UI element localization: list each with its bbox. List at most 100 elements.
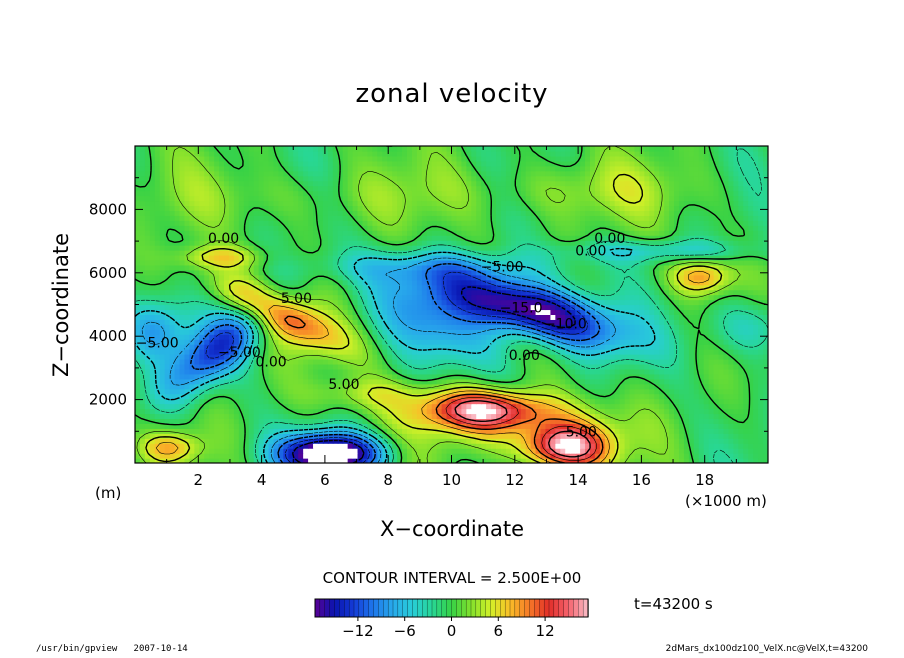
field-cell	[357, 373, 364, 380]
field-cell	[283, 309, 289, 315]
field-cell	[738, 458, 744, 463]
field-cell	[313, 423, 319, 429]
field-cell	[575, 398, 581, 405]
field-cell	[253, 373, 260, 380]
field-cell	[322, 388, 329, 395]
field-cell	[604, 269, 611, 276]
field-cell	[683, 279, 690, 286]
field-cell	[233, 413, 240, 420]
field-cell	[758, 349, 764, 355]
field-cell	[258, 344, 265, 350]
field-cell	[347, 363, 354, 370]
field-cell	[135, 324, 141, 330]
field-cell	[654, 433, 660, 439]
field-cell	[139, 294, 146, 301]
field-cell	[693, 423, 700, 429]
field-cell	[273, 443, 280, 449]
field-cell	[634, 413, 641, 420]
field-cell	[184, 354, 190, 360]
field-cell	[456, 339, 462, 345]
field-cell	[456, 319, 462, 325]
field-cell	[214, 363, 220, 370]
field-cell	[461, 304, 467, 311]
field-cell	[184, 334, 190, 340]
field-cell	[342, 334, 349, 340]
field-cell	[139, 423, 146, 429]
field-cell	[416, 309, 423, 315]
field-cell	[515, 319, 522, 325]
field-cell	[678, 408, 685, 415]
field-cell	[199, 408, 205, 415]
field-cell	[214, 403, 220, 410]
field-cell	[560, 304, 566, 311]
field-cell	[560, 329, 566, 335]
field-cell	[555, 408, 561, 415]
field-cell	[397, 279, 403, 286]
field-cell	[144, 309, 151, 315]
field-cell	[243, 438, 250, 444]
field-cell	[535, 378, 542, 385]
field-cell	[426, 398, 433, 405]
field-cell	[481, 309, 487, 315]
field-cell	[614, 334, 621, 340]
field-cell	[703, 388, 710, 395]
field-cell	[243, 458, 250, 463]
field-cell	[332, 274, 339, 281]
field-cell	[387, 289, 393, 296]
field-cell	[624, 284, 631, 291]
field-cell	[268, 324, 275, 330]
field-cell	[649, 349, 655, 355]
field-cell	[510, 393, 517, 400]
field-cell	[248, 289, 255, 296]
field-cell	[634, 344, 641, 350]
field-cell	[169, 438, 176, 444]
field-cell	[678, 319, 685, 325]
field-cell	[382, 438, 388, 444]
field-cell	[224, 284, 230, 291]
field-cell	[397, 393, 403, 400]
field-cell	[303, 349, 309, 355]
field-cell	[253, 448, 260, 454]
field-cell	[238, 304, 245, 311]
field-cell	[411, 358, 418, 365]
field-cell	[446, 413, 453, 420]
field-cell	[728, 339, 734, 345]
field-cell	[387, 309, 393, 315]
field-cell	[664, 383, 670, 390]
field-cell	[421, 314, 428, 320]
field-cell	[436, 324, 443, 330]
field-cell	[505, 443, 512, 449]
field-cell	[283, 378, 289, 385]
field-cell	[278, 423, 284, 429]
field-cell	[758, 334, 764, 340]
field-cell	[525, 289, 532, 296]
field-cell	[639, 393, 645, 400]
field-cell	[144, 453, 151, 459]
field-cell	[649, 388, 655, 395]
field-cell	[693, 319, 700, 325]
field-cell	[298, 358, 304, 365]
field-cell	[530, 443, 537, 449]
field-cell	[362, 453, 369, 459]
field-cell	[629, 388, 636, 395]
field-cell	[362, 373, 369, 380]
field-cell	[644, 448, 650, 454]
field-cell	[461, 314, 467, 320]
field-cell	[496, 309, 502, 315]
field-cell	[228, 344, 235, 350]
field-cell	[377, 383, 383, 390]
field-cell	[748, 334, 754, 340]
field-cell	[585, 378, 591, 385]
field-cell	[545, 438, 552, 444]
field-cell	[688, 304, 695, 311]
field-cell	[594, 423, 601, 429]
field-cell	[411, 349, 418, 355]
field-cell	[698, 428, 705, 434]
field-cell	[510, 388, 517, 395]
field-cell	[362, 294, 369, 301]
field-cell	[149, 299, 156, 306]
field-cell	[649, 448, 655, 454]
field-cell	[278, 368, 284, 375]
field-cell	[406, 443, 413, 449]
field-cell	[402, 428, 408, 434]
